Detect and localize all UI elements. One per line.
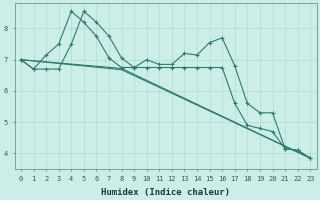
- X-axis label: Humidex (Indice chaleur): Humidex (Indice chaleur): [101, 188, 230, 197]
